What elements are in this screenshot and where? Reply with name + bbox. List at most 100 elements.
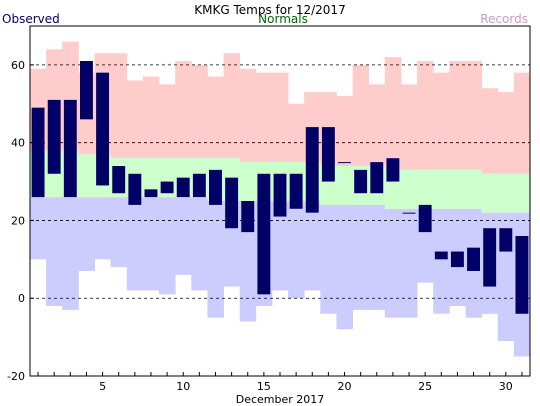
record-low-bar	[175, 197, 192, 275]
record-low-bar	[368, 204, 386, 310]
legend-observed: Observed	[2, 12, 60, 26]
x-tick-label: 10	[176, 380, 190, 393]
observed-bar	[80, 61, 93, 120]
x-tick-label: 5	[99, 380, 106, 393]
y-tick-label: 60	[11, 59, 25, 72]
observed-bar	[402, 212, 416, 214]
record-low-bar	[191, 197, 208, 291]
observed-bar	[96, 72, 110, 186]
record-high-bar	[417, 61, 434, 170]
observed-bar	[289, 173, 303, 209]
record-high-bar	[142, 76, 160, 159]
record-high-bar	[481, 88, 499, 174]
observed-bar	[273, 173, 287, 217]
observed-bar	[321, 127, 335, 182]
record-low-bar	[352, 204, 370, 310]
record-low-bar	[400, 208, 418, 318]
tick-labels: -20 0 20 40 60 5 10 15 20 25 30	[7, 59, 513, 393]
observed-bar	[499, 228, 513, 252]
x-tick-label: 15	[257, 380, 271, 393]
record-low-bar	[30, 197, 47, 260]
record-low-bar	[288, 201, 305, 299]
record-low-bar	[271, 201, 289, 291]
observed-bar	[386, 158, 400, 182]
record-low-bar	[142, 197, 160, 291]
normal-range-bar	[142, 158, 160, 198]
record-low-bar	[384, 208, 402, 318]
observed-bar	[144, 189, 158, 198]
record-high-bar	[271, 72, 289, 163]
record-high-bar	[465, 61, 483, 170]
observed-bar	[112, 166, 126, 194]
record-high-bar	[336, 96, 353, 166]
record-low-bar	[94, 197, 112, 260]
legend-normals: Normals	[258, 12, 308, 26]
observed-bar	[225, 177, 239, 229]
record-high-bar	[126, 80, 144, 159]
y-tick-label: 40	[11, 137, 25, 150]
record-low-bar	[78, 197, 95, 271]
x-tick-label: 25	[418, 380, 432, 393]
observed-bar	[192, 173, 206, 198]
observed-bar	[418, 204, 432, 233]
legend-records: Records	[480, 12, 528, 26]
record-low-bar	[320, 204, 337, 314]
record-high-bar	[497, 92, 515, 174]
normal-range-bar	[400, 169, 418, 209]
observed-bar	[176, 177, 190, 198]
record-high-bar	[368, 84, 386, 166]
record-high-bar	[384, 57, 402, 170]
record-low-bar	[62, 197, 79, 310]
observed-bar	[31, 107, 45, 198]
record-low-bar	[433, 208, 450, 314]
observed-bar	[354, 169, 368, 194]
observed-bar	[370, 162, 384, 194]
record-high-bar	[207, 76, 224, 159]
axes	[29, 25, 531, 377]
record-high-bar	[223, 53, 241, 159]
normal-range-bar	[513, 173, 531, 213]
record-high-bar	[288, 103, 305, 163]
observed-bar	[434, 251, 448, 260]
normal-range-bar	[481, 173, 499, 213]
record-high-bar	[400, 84, 418, 170]
normal-range-bar	[336, 166, 353, 205]
observed-bar	[257, 173, 271, 295]
x-tick-label: 20	[338, 380, 352, 393]
record-high-bar	[352, 64, 370, 166]
record-low-bar	[207, 201, 224, 318]
record-low-bar	[336, 204, 353, 330]
observed-bar	[305, 127, 319, 213]
y-tick-label: -20	[7, 370, 25, 383]
y-tick-label: 20	[11, 214, 25, 227]
observed-bar	[209, 169, 222, 205]
observed-bar	[47, 99, 61, 174]
observed-bar	[483, 228, 497, 287]
observed-bar	[450, 251, 464, 268]
observed-bar	[515, 236, 529, 314]
normal-range-bar	[417, 169, 434, 209]
record-low-bar	[46, 197, 63, 306]
observed-bar	[160, 181, 174, 194]
record-low-bar	[304, 201, 321, 291]
record-low-bar	[126, 197, 144, 291]
record-high-bar	[449, 61, 466, 170]
normal-range-bar	[433, 169, 450, 209]
chart-title: KMKG Temps for 12/2017	[194, 3, 345, 17]
normal-range-bar	[449, 169, 466, 209]
observed-bar	[63, 99, 77, 198]
record-high-bar	[513, 72, 531, 174]
record-high-bar	[159, 84, 176, 159]
observed-bars	[31, 61, 529, 314]
record-high-bar	[110, 53, 128, 159]
normal-range-bar	[78, 154, 95, 198]
record-high-bar	[255, 72, 273, 163]
record-high-bar	[239, 68, 257, 163]
normal-range-bar	[465, 169, 483, 209]
record-high-bar	[433, 72, 450, 170]
x-tick-label: 30	[499, 380, 513, 393]
normal-range-bar	[497, 173, 515, 213]
x-axis-label: December 2017	[236, 393, 325, 406]
observed-bar	[467, 247, 480, 271]
